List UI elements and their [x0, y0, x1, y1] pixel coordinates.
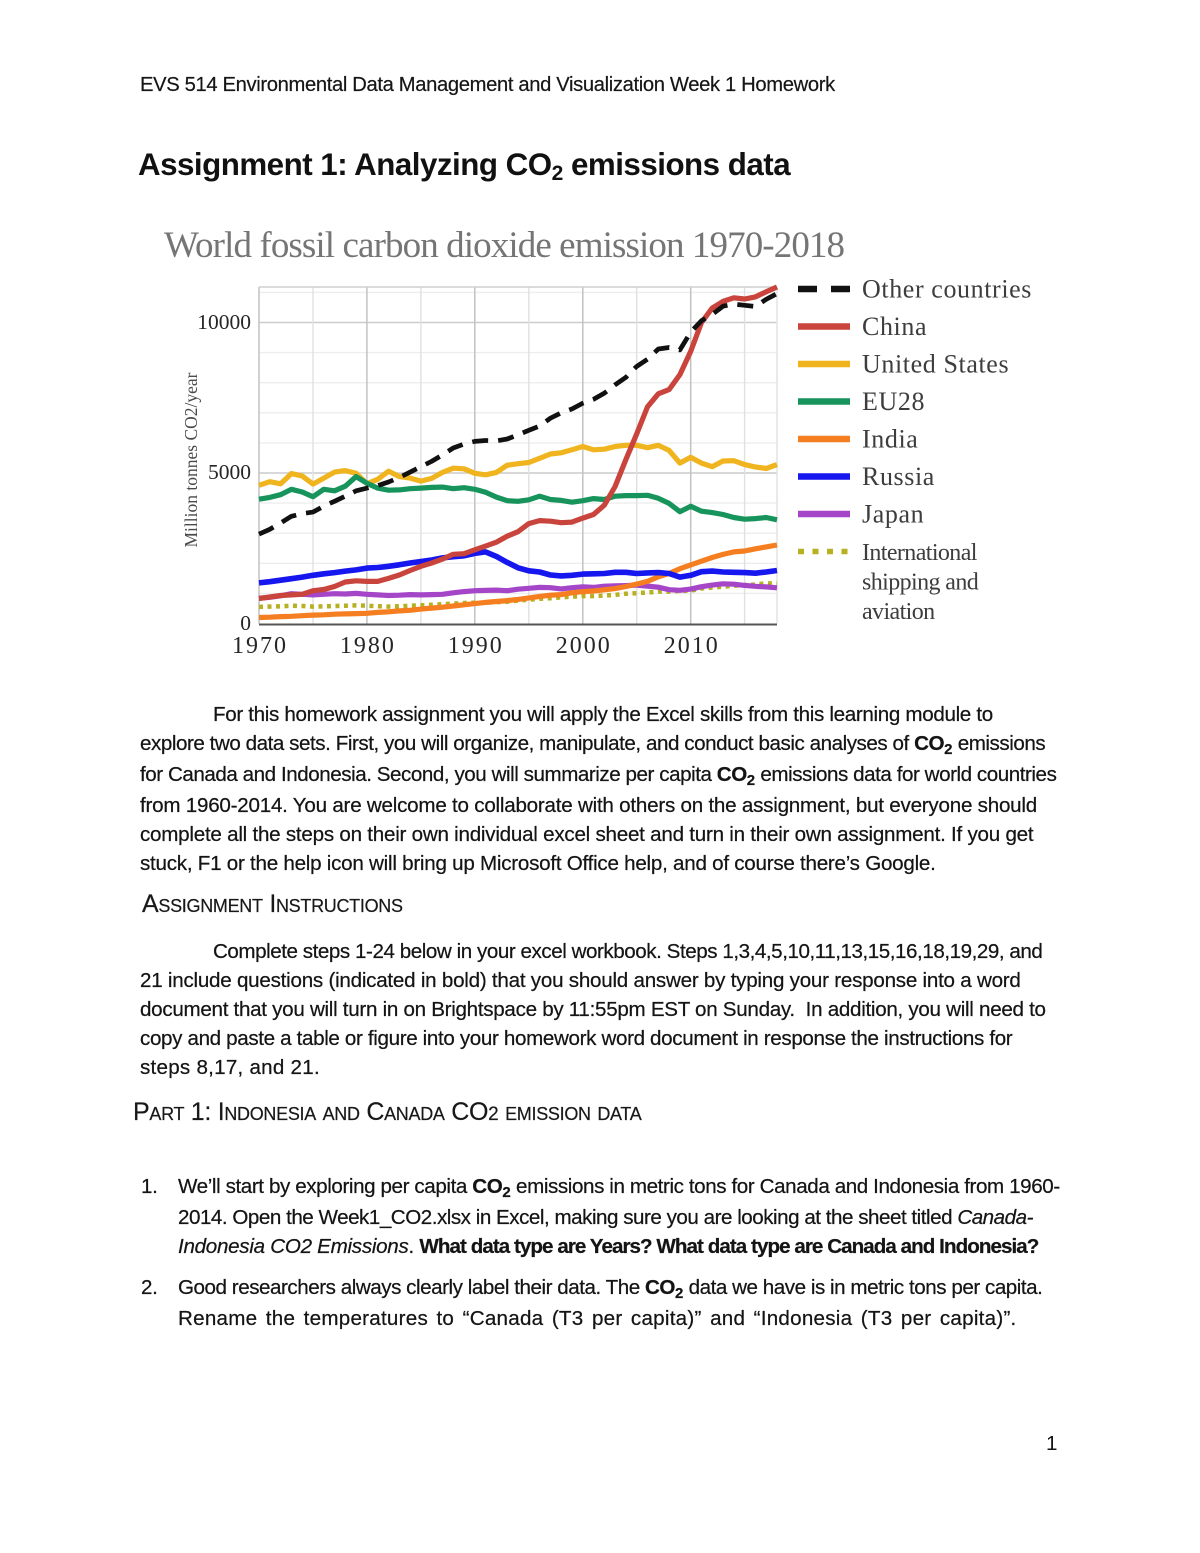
svg-text:International: International — [862, 540, 978, 566]
svg-text:10000: 10000 — [197, 310, 251, 334]
svg-text:Million tonnes CO2/year: Million tonnes CO2/year — [181, 372, 201, 547]
svg-text:2010: 2010 — [664, 633, 720, 659]
svg-text:2000: 2000 — [556, 633, 612, 659]
svg-text:World fossil carbon dioxide em: World fossil carbon dioxide emission 197… — [164, 225, 845, 266]
svg-text:Other countries: Other countries — [862, 275, 1032, 304]
svg-text:0: 0 — [240, 611, 251, 635]
svg-text:1970: 1970 — [232, 633, 288, 659]
svg-text:aviation: aviation — [862, 599, 935, 625]
svg-text:shipping and: shipping and — [862, 570, 979, 596]
svg-text:1990: 1990 — [448, 633, 504, 659]
svg-text:EU28: EU28 — [862, 387, 925, 416]
svg-text:India: India — [862, 425, 918, 454]
svg-text:Russia: Russia — [862, 462, 935, 491]
svg-text:Japan: Japan — [862, 500, 924, 529]
svg-text:China: China — [862, 312, 927, 341]
svg-text:5000: 5000 — [208, 460, 251, 484]
svg-text:United States: United States — [862, 350, 1009, 379]
svg-text:1980: 1980 — [340, 633, 396, 659]
